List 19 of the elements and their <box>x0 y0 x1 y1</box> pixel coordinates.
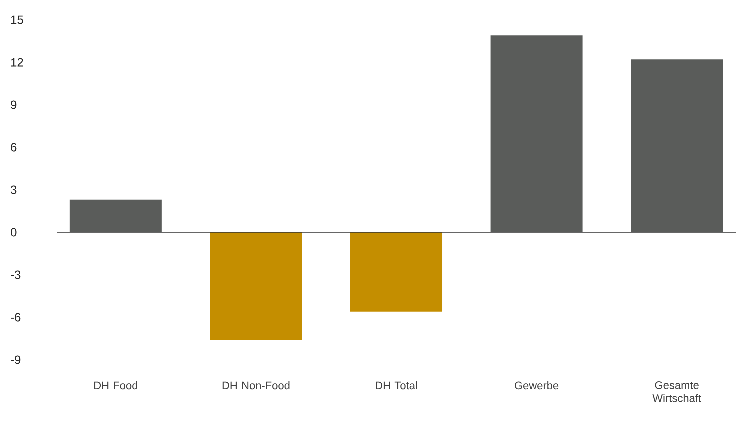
y-tick-label: -3 <box>11 270 21 280</box>
y-tick-label: 15 <box>11 16 24 24</box>
bar <box>210 232 302 340</box>
x-tick-label: DH Food <box>94 382 138 390</box>
bar <box>70 200 162 232</box>
bar <box>631 60 724 232</box>
y-tick-label: 3 <box>10 186 17 194</box>
y-tick-label: 12 <box>11 58 24 67</box>
y-tick-label: 0 <box>10 228 17 237</box>
bar <box>490 36 583 232</box>
x-tick-label: DH Total <box>376 382 418 390</box>
x-tick-label: DH Non-Food <box>222 382 290 390</box>
bar <box>350 232 443 312</box>
y-tick-label: -9 <box>11 356 21 364</box>
y-tick-label: -6 <box>11 313 21 322</box>
y-tick-label: 9 <box>11 100 17 110</box>
x-tick-label: Gewerbe <box>515 382 559 390</box>
y-tick-label: 6 <box>11 143 17 152</box>
x-tick-label: Gesamte Wirtschaft <box>652 382 702 402</box>
